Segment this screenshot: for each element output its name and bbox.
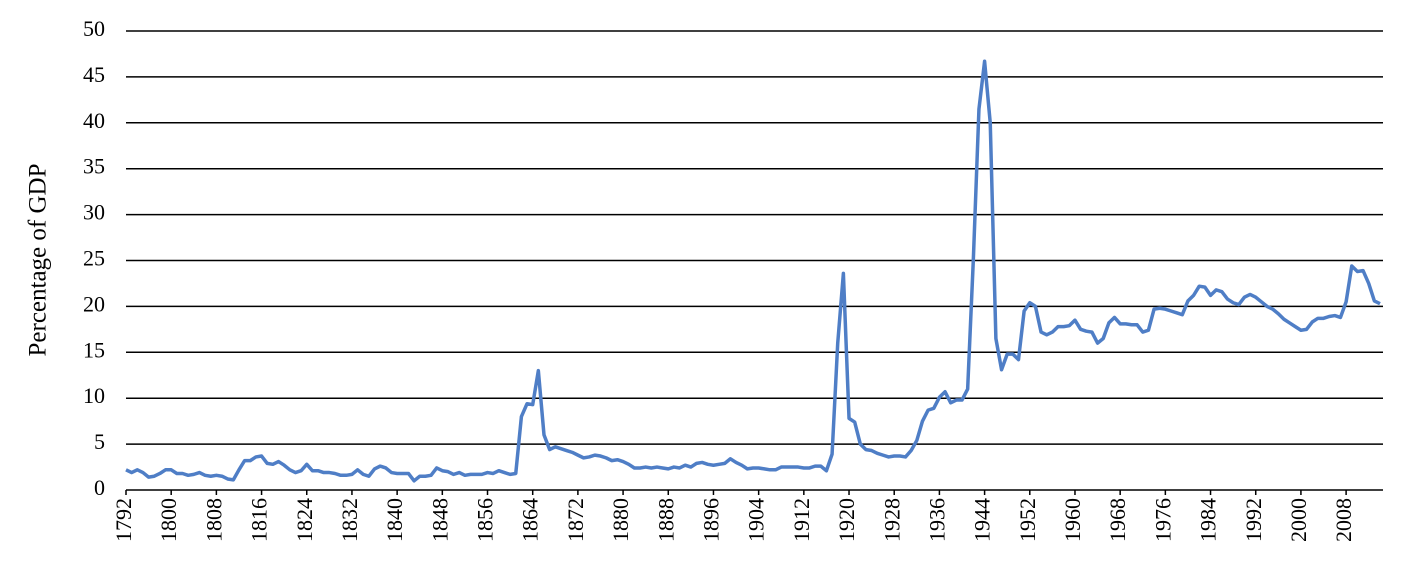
y-tick-label: 40: [83, 108, 105, 133]
y-axis-label: Percentage of GDP: [25, 164, 52, 357]
x-tick-label: 1840: [382, 498, 407, 542]
x-tick-label: 1872: [563, 498, 588, 542]
x-tick-label: 1792: [111, 498, 136, 542]
x-tick-label: 1904: [744, 498, 769, 542]
x-tick-label: 1888: [653, 498, 678, 542]
y-tick-label: 30: [83, 200, 105, 225]
y-tick-label: 15: [83, 337, 105, 362]
x-tick-label: 1976: [1150, 498, 1175, 542]
x-tick-label: 1960: [1060, 498, 1085, 542]
y-tick-label: 45: [83, 62, 105, 87]
x-tick-label: 2000: [1286, 498, 1311, 542]
x-tick-label: 1920: [834, 498, 859, 542]
y-tick-label: 20: [83, 291, 105, 316]
y-tick-label: 5: [94, 429, 105, 454]
x-tick-label: 1824: [292, 498, 317, 542]
x-tick-label: 1896: [699, 498, 724, 542]
y-tick-label: 50: [83, 16, 105, 41]
x-tick-label: 1968: [1105, 498, 1130, 542]
x-tick-label: 1984: [1196, 498, 1221, 542]
x-tick-label: 1992: [1241, 498, 1266, 542]
y-tick-label: 10: [83, 383, 105, 408]
x-tick-label: 1808: [201, 498, 226, 542]
x-tick-label: 1832: [337, 498, 362, 542]
y-tick-label: 0: [94, 475, 105, 500]
y-tick-label: 35: [83, 154, 105, 179]
x-tick-label: 1856: [473, 498, 498, 542]
x-tick-label: 1880: [608, 498, 633, 542]
x-tick-label: 1928: [879, 498, 904, 542]
x-tick-label: 1800: [156, 498, 181, 542]
x-tick-label: 1936: [924, 498, 949, 542]
data-line: [125, 59, 1381, 483]
x-tick-label: 1952: [1015, 498, 1040, 542]
x-tick-label: 1912: [789, 498, 814, 542]
y-tick-label: 25: [83, 246, 105, 271]
x-tick-label: 1816: [247, 498, 272, 542]
x-tick-label: 1848: [427, 498, 452, 542]
x-tick-label: 1944: [970, 498, 995, 542]
x-tick-label: 2008: [1331, 498, 1356, 542]
x-tick-label: 1864: [518, 498, 543, 542]
